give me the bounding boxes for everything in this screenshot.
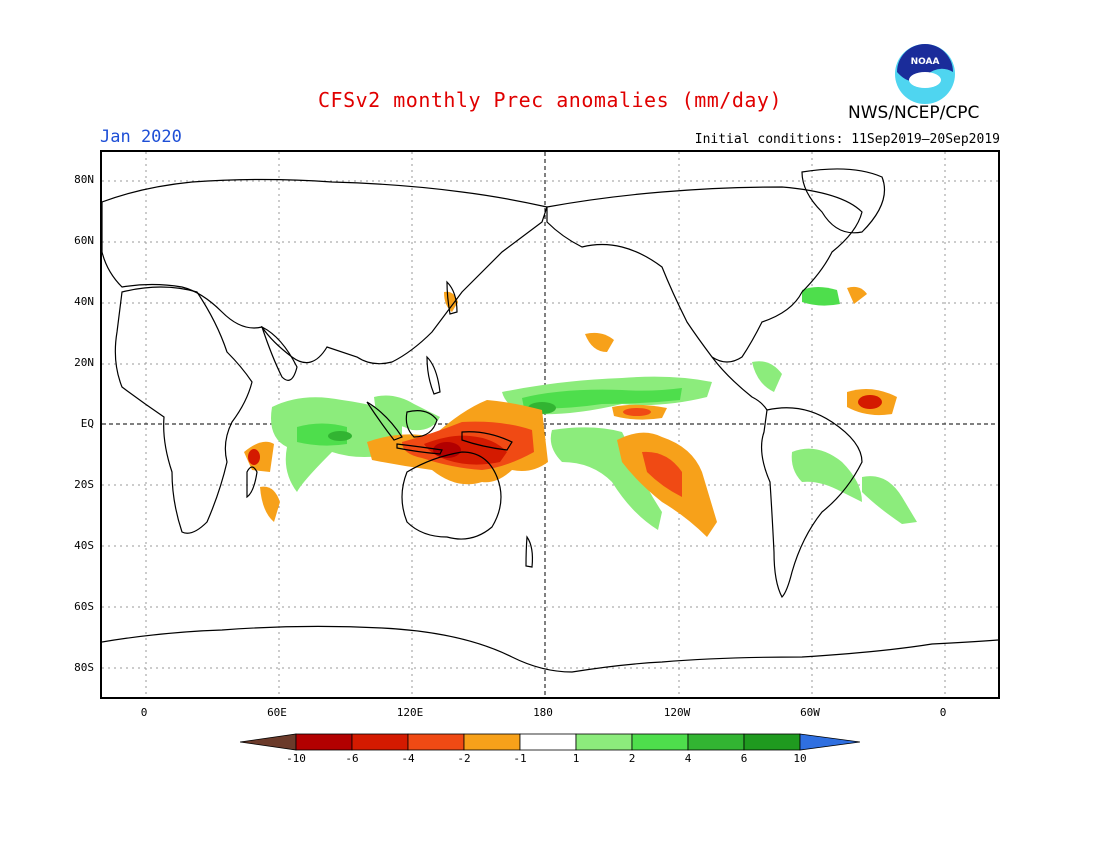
colorbar-label-10: 10 [793,752,807,765]
anomaly-red-orange-south-pacific [642,451,682,497]
lat-label-60n: 60N [74,234,94,247]
colorbar-low-arrow [240,733,297,751]
colorbar-bin-2 [351,733,409,751]
colorbar-bin-7 [631,733,689,751]
map-title: CFSv2 monthly Prec anomalies (mm/day) [317,88,783,112]
lon-label-120w: 120W [663,706,691,719]
anomaly-green-itcz-core [522,388,682,409]
colorbar [240,733,860,751]
coast-new-guinea [461,431,513,451]
colorbar-bin-5 [519,733,577,751]
coast-java [396,443,443,455]
colorbar-bin-1 [295,733,353,751]
coast-south-america [760,407,863,598]
colorbar-label-m10: -10 [286,752,306,765]
map-frame [100,150,1000,699]
lat-label-20s: 20S [74,478,94,491]
anomaly-orange-north-atlantic-mid [847,286,867,304]
lat-label-40s: 40S [74,539,94,552]
logo-text: NOAA [911,57,940,67]
lat-label-20n: 20N [74,356,94,369]
anomaly-green-south-pacific [550,427,662,530]
anomaly-orange-sw-indian [260,486,280,522]
colorbar-bin-8 [687,733,745,751]
agency-label: NWS/NCEP/CPC [848,103,980,123]
coast-eurasia [102,178,548,365]
coast-india [260,325,298,381]
lon-label-60e: 60E [267,706,287,719]
colorbar-bin-9 [743,733,801,751]
anomaly-green-indian-dark [328,431,352,441]
colorbar-bin-3 [407,733,465,751]
grid-lines [102,152,998,697]
lat-label-40n: 40N [74,295,94,308]
anomaly-green-caribbean [752,361,782,392]
colorbar-label-m4: -4 [401,752,415,765]
coast-new-zealand [525,535,534,568]
colorbar-label-m2: -2 [457,752,471,765]
anomaly-red-orange-pacific-north [623,408,651,416]
colorbar-label-m1: -1 [513,752,527,765]
coast-borneo [405,410,438,438]
coast-north-america [546,186,863,363]
lon-label-0-left: 0 [140,706,148,719]
lon-label-180: 180 [533,706,553,719]
coastlines [102,168,998,673]
colorbar-label-m6: -6 [345,752,359,765]
colorbar-bin-4 [463,733,521,751]
anomaly-orange-north-pacific [585,332,614,352]
colorbar-label-1: 1 [572,752,580,765]
colorbar-label-4: 4 [684,752,692,765]
coast-australia [401,451,502,540]
anomaly-red-north-atlantic [858,395,882,409]
anomaly-green-brazil [791,448,862,502]
coast-philippines [426,355,441,395]
map-canvas [102,152,998,697]
lat-label-80n: 80N [74,173,94,186]
coast-africa [114,286,253,534]
lat-label-60s: 60S [74,600,94,613]
month-label: Jan 2020 [100,127,182,147]
lon-label-60w: 60W [800,706,820,719]
anomaly-green-atlantic [802,287,840,306]
anomaly-red-madagascar [248,449,260,465]
colorbar-high-arrow [799,733,860,751]
coast-sumatra [366,401,403,441]
coast-madagascar [246,466,258,499]
coast-antarctica [102,625,998,673]
colorbar-bin-6 [575,733,633,751]
coast-central-america [711,356,768,411]
reference-lines [102,152,998,697]
coast-greenland [801,168,886,234]
lon-label-0-right: 0 [939,706,947,719]
anomaly-shading [244,286,917,537]
anomaly-green-south-atlantic [862,476,917,524]
lat-label-eq: EQ [80,417,94,430]
coast-japan [446,280,458,315]
noaa-logo-icon: NOAA [895,44,955,104]
lat-label-80s: 80S [74,661,94,674]
initial-conditions: Initial conditions: 11Sep2019–20Sep2019 [694,132,1000,147]
colorbar-label-2: 2 [628,752,636,765]
colorbar-label-6: 6 [740,752,748,765]
lon-label-120e: 120E [396,706,424,719]
